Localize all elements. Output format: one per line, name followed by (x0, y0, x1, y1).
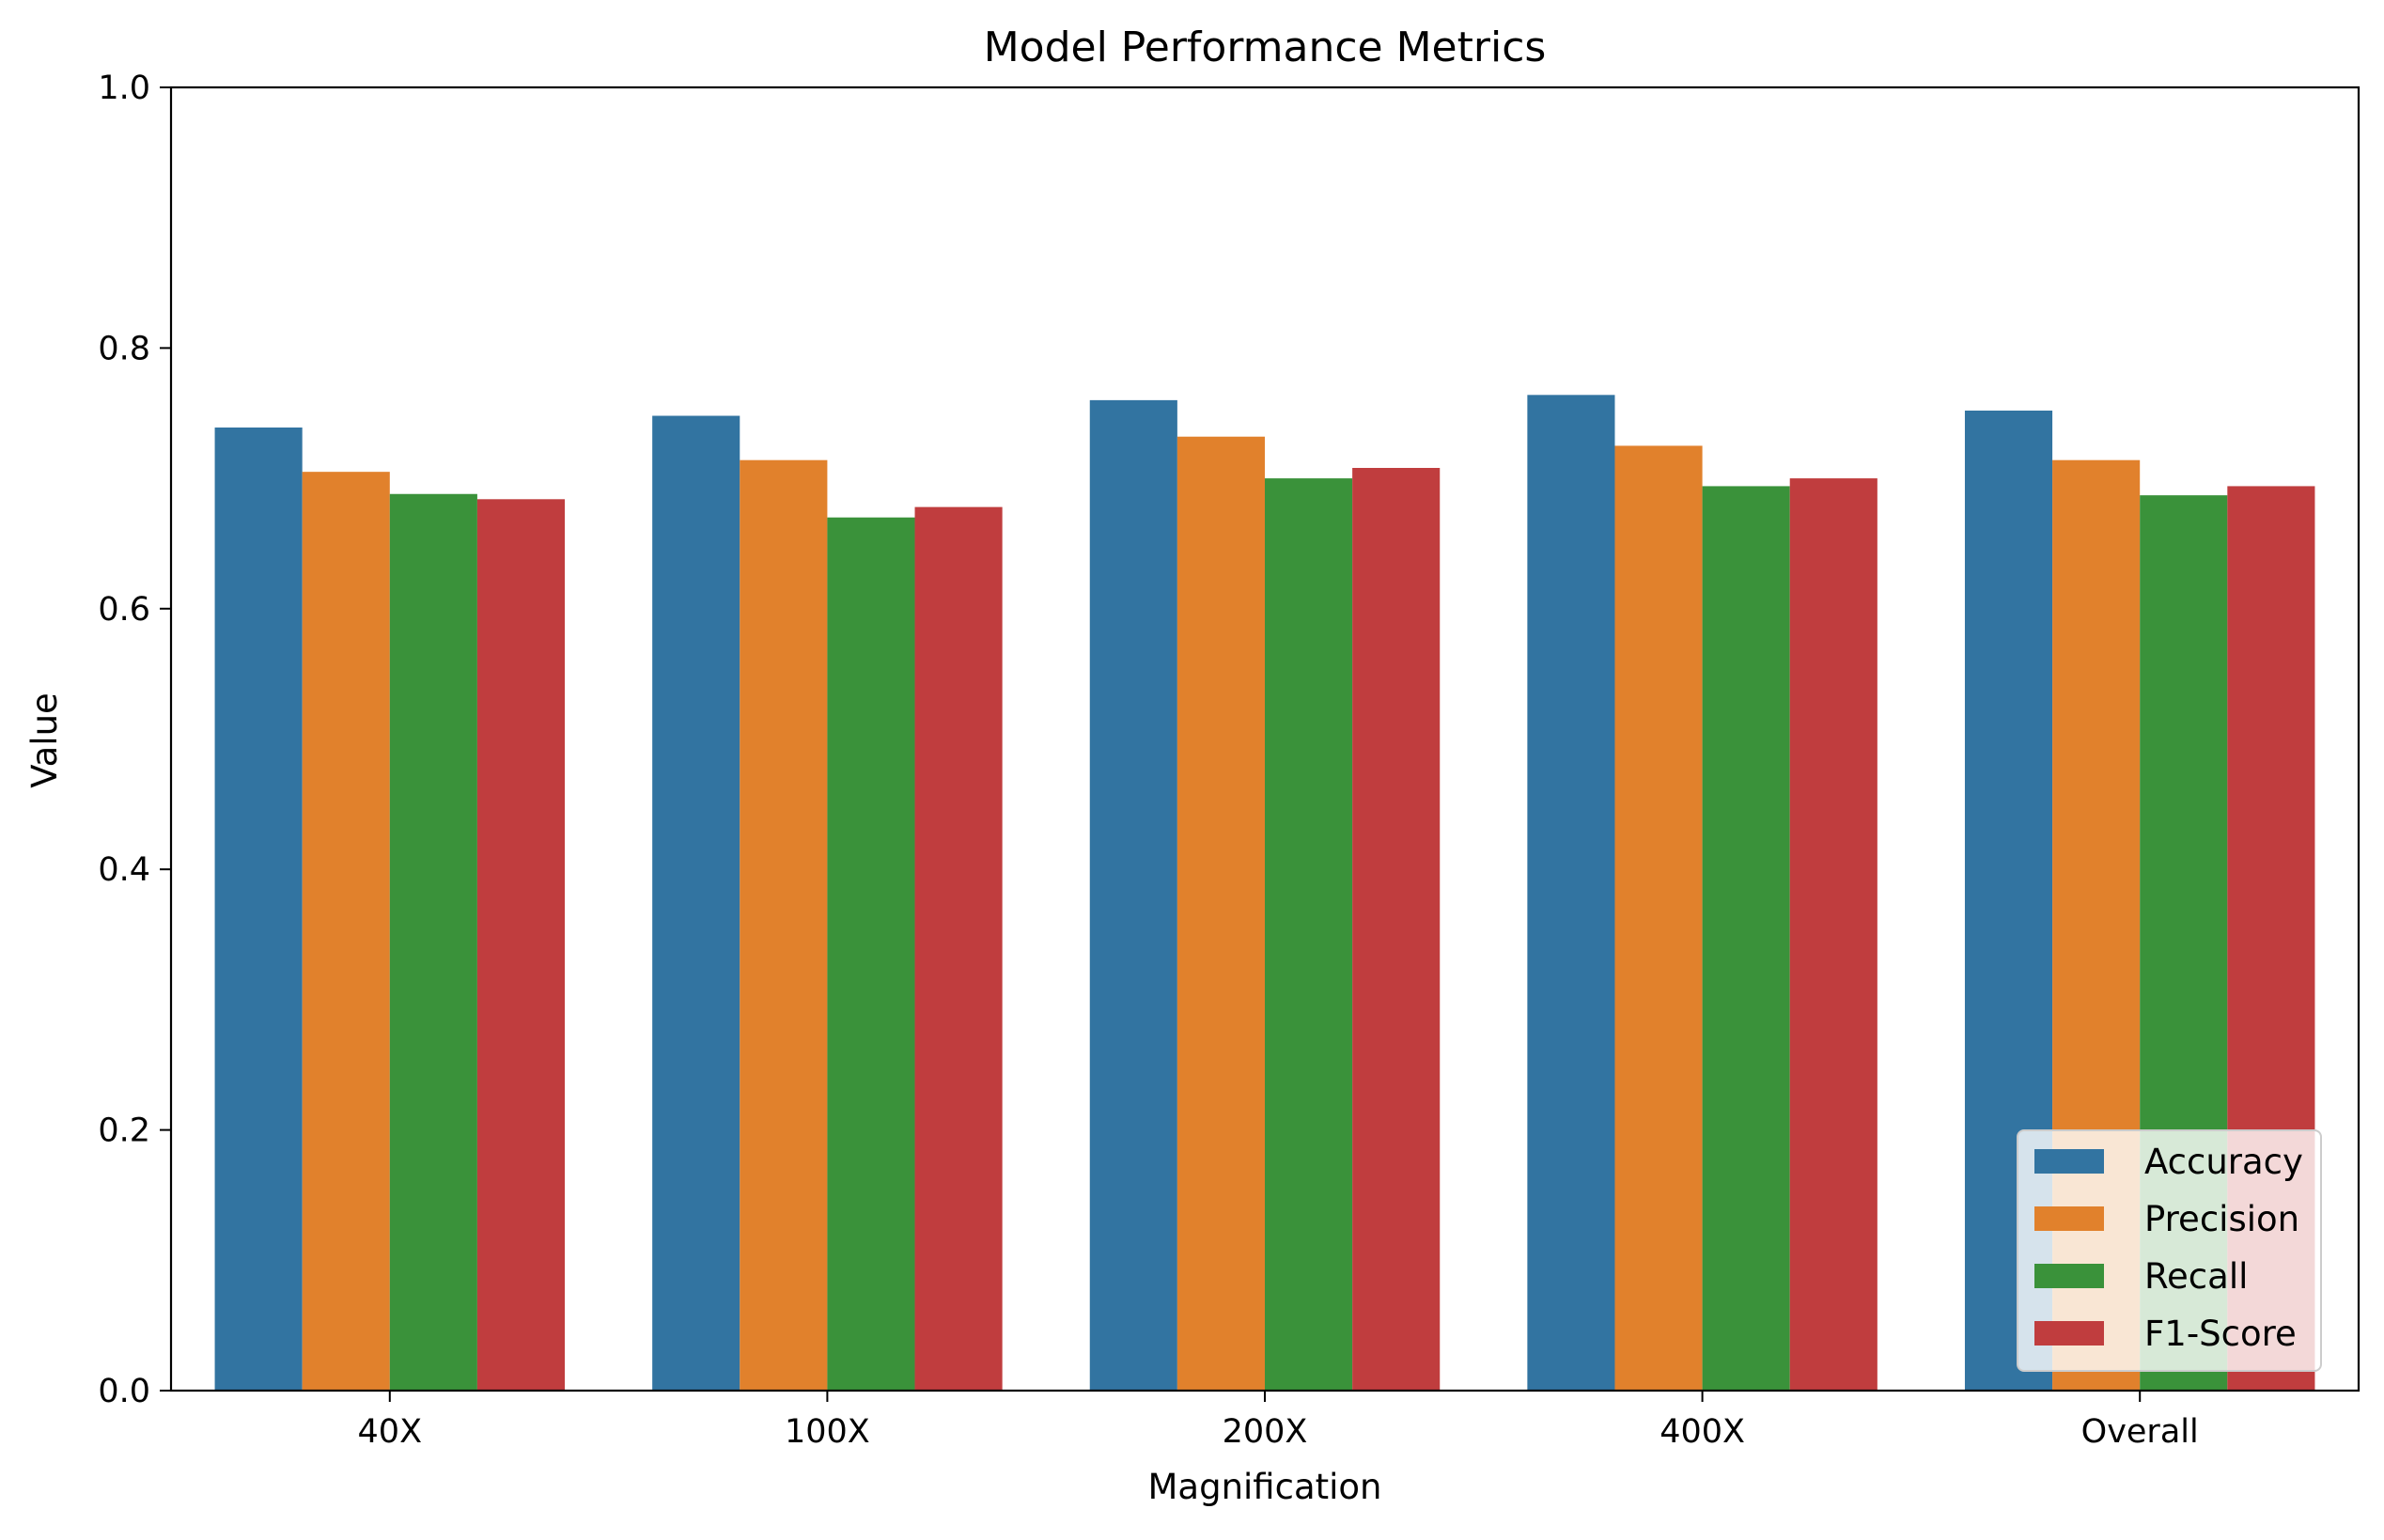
y-tick-label: 1.0 (98, 70, 150, 107)
bar-f1-score-100x (914, 506, 1003, 1391)
bar-recall-400x (1702, 486, 1790, 1391)
y-axis-label: Value (24, 692, 65, 788)
axes-layer: 0.0 0.2 0.4 0.6 0.8 1.0 40X 100X 200X 400X Overall (98, 70, 2361, 1451)
x-axis-label: Magnification (1147, 1467, 1381, 1507)
bar-recall-200x (1265, 478, 1353, 1392)
legend-label-accuracy: Accuracy (2144, 1142, 2303, 1182)
y-tick-label: 0.8 (98, 330, 150, 367)
bars-layer (214, 395, 2315, 1392)
legend-swatch-f1-score (2034, 1321, 2104, 1346)
bar-precision-40x (302, 472, 390, 1391)
x-tick-label: 400X (1659, 1413, 1745, 1451)
x-tick-label: Overall (2081, 1413, 2199, 1451)
y-tick-label: 0.6 (98, 591, 150, 629)
legend-swatch-recall (2034, 1264, 2104, 1288)
chart-title: Model Performance Metrics (984, 23, 1547, 71)
legend-label-recall: Recall (2144, 1256, 2248, 1297)
bar-f1-score-400x (1789, 478, 1878, 1392)
legend-label-precision: Precision (2144, 1199, 2299, 1239)
bar-accuracy-400x (1527, 395, 1615, 1391)
bar-accuracy-200x (1089, 399, 1177, 1391)
y-tick-label: 0.0 (98, 1373, 150, 1410)
bar-f1-score-200x (1352, 468, 1441, 1391)
legend-swatch-precision (2034, 1206, 2104, 1231)
y-tick-label: 0.2 (98, 1112, 150, 1150)
y-tick-label: 0.4 (98, 851, 150, 889)
legend-swatch-accuracy (2034, 1149, 2104, 1174)
bar-accuracy-40x (214, 428, 303, 1392)
bar-precision-100x (740, 459, 828, 1391)
x-tick-label: 200X (1223, 1413, 1308, 1451)
legend: Accuracy Precision Recall F1-Score (2017, 1129, 2322, 1372)
bar-recall-40x (389, 493, 477, 1391)
legend-box (2017, 1129, 2322, 1372)
bar-recall-100x (827, 517, 915, 1391)
x-tick-label: 100X (785, 1413, 870, 1451)
bar-precision-400x (1614, 445, 1703, 1391)
legend-label-f1-score: F1-Score (2144, 1314, 2297, 1354)
bar-precision-200x (1176, 436, 1265, 1391)
bar-f1-score-40x (476, 499, 566, 1391)
bar-accuracy-100x (652, 415, 740, 1392)
x-tick-label: 40X (358, 1413, 423, 1451)
